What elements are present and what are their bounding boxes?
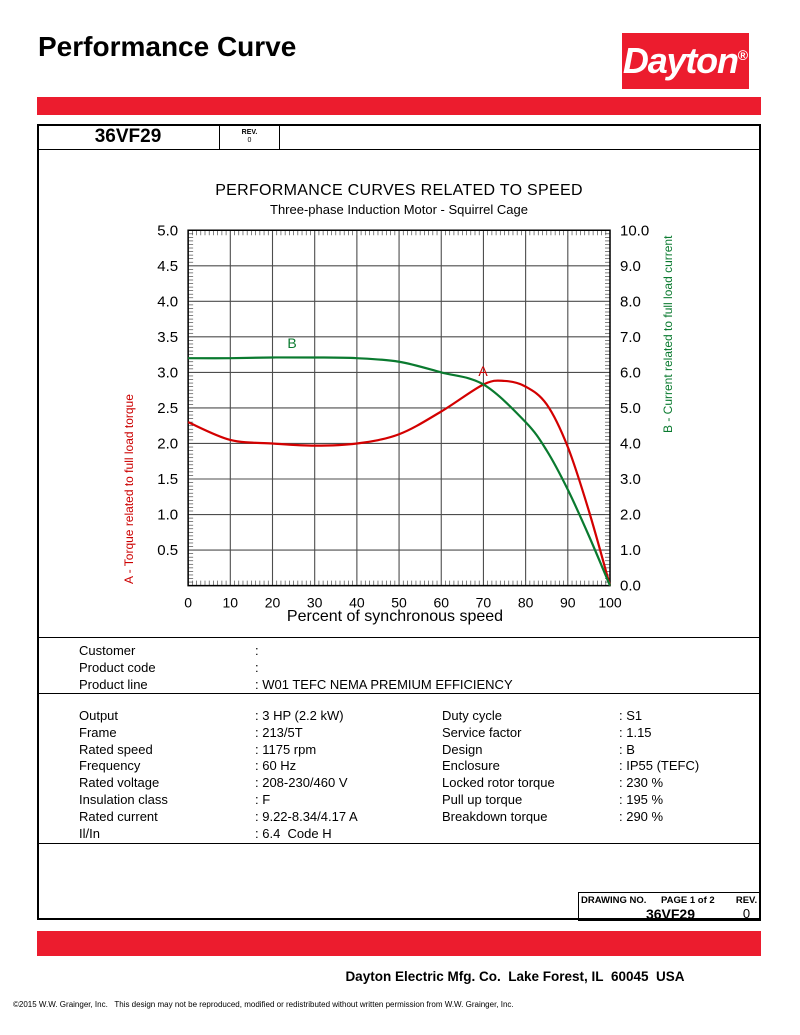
svg-text:90: 90: [560, 595, 576, 611]
svg-text:2.0: 2.0: [620, 507, 641, 524]
svg-text:2.0: 2.0: [157, 435, 178, 452]
svg-text:0: 0: [184, 595, 192, 611]
svg-text:7.0: 7.0: [620, 329, 641, 346]
svg-text:100: 100: [598, 595, 622, 611]
svg-text:6.0: 6.0: [620, 364, 641, 381]
svg-text:3.0: 3.0: [620, 471, 641, 488]
svg-text:B: B: [287, 335, 296, 351]
svg-text:1.0: 1.0: [157, 507, 178, 524]
svg-text:4.0: 4.0: [157, 293, 178, 310]
svg-text:9.0: 9.0: [620, 258, 641, 275]
svg-text:1.5: 1.5: [157, 471, 178, 488]
svg-text:10: 10: [223, 595, 239, 611]
svg-text:A: A: [478, 363, 488, 379]
svg-text:1.0: 1.0: [620, 542, 641, 559]
svg-text:2.5: 2.5: [157, 400, 178, 417]
svg-text:4.0: 4.0: [620, 435, 641, 452]
svg-text:80: 80: [518, 595, 534, 611]
svg-text:10.0: 10.0: [620, 222, 649, 239]
svg-text:5.0: 5.0: [157, 222, 178, 239]
svg-text:4.5: 4.5: [157, 258, 178, 275]
svg-text:5.0: 5.0: [620, 400, 641, 417]
svg-text:A - Torque related to full loa: A - Torque related to full load torque: [122, 394, 136, 584]
svg-text:3.0: 3.0: [157, 364, 178, 381]
svg-text:20: 20: [265, 595, 281, 611]
svg-text:B - Current related to full lo: B - Current related to full load current: [661, 235, 675, 433]
svg-text:8.0: 8.0: [620, 293, 641, 310]
svg-text:0.5: 0.5: [157, 542, 178, 559]
svg-text:3.5: 3.5: [157, 329, 178, 346]
svg-text:Percent of synchronous speed: Percent of synchronous speed: [287, 608, 503, 625]
svg-text:0.0: 0.0: [620, 578, 641, 595]
